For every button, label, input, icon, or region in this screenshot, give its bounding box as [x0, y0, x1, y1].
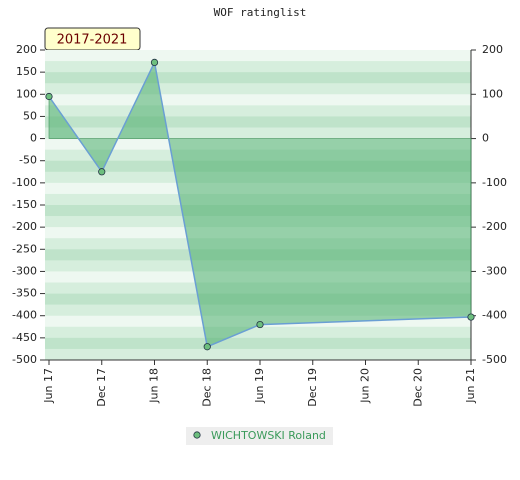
- x-tick-label: Dec 17: [95, 368, 108, 407]
- y-tick-label: 50: [23, 109, 37, 122]
- legend-marker: [193, 431, 201, 439]
- badge: 2017-2021: [57, 33, 128, 48]
- y-tick-label: -250: [12, 242, 37, 255]
- point: [45, 92, 53, 101]
- point: [256, 320, 264, 329]
- point: [203, 343, 211, 351]
- y2-tick-label: -300: [482, 264, 507, 277]
- stripe: [45, 50, 471, 62]
- stripe: [45, 127, 471, 139]
- y2-tick-label: -100: [482, 176, 507, 189]
- y-tick-label: 150: [16, 65, 37, 78]
- point: [467, 313, 475, 321]
- x-tick-label: Jun 20: [359, 368, 372, 404]
- y-tick-label: 200: [16, 43, 37, 56]
- stripe: [45, 326, 471, 339]
- x-tick-label: Jun 17: [42, 368, 55, 404]
- stripe: [45, 116, 471, 128]
- stripe: [45, 348, 471, 361]
- x-tick-label: Jun 21: [464, 368, 477, 404]
- y-tick-label: -200: [12, 220, 37, 233]
- x-tick-label: Dec 20: [411, 368, 424, 407]
- line: [48, 60, 472, 348]
- stripe: [45, 94, 471, 106]
- stripe: [45, 337, 471, 350]
- y-tick-label: -50: [19, 154, 37, 167]
- point: [150, 58, 159, 67]
- y2-tick-label: -400: [482, 309, 507, 322]
- y2-tick-label: 100: [482, 87, 503, 100]
- y-tick-label: -100: [12, 176, 37, 189]
- y2-tick-label: 200: [482, 43, 503, 56]
- y-tick-label: -500: [12, 353, 37, 366]
- legend-label: WICHTOWSKI Roland: [211, 429, 326, 442]
- y-tick-label: -150: [12, 198, 37, 211]
- y2-tick-label: -500: [482, 353, 507, 366]
- x-tick-label: Jun 19: [253, 368, 266, 404]
- x-tick-label: Dec 19: [306, 368, 319, 407]
- y-tick-label: -450: [12, 331, 37, 344]
- chart-title: WOF ratinglist: [214, 6, 307, 19]
- stripe: [45, 72, 471, 84]
- y2-tick-label: 0: [482, 132, 489, 145]
- stripe: [45, 105, 471, 117]
- legend-box: [186, 427, 333, 445]
- y-tick-label: 0: [30, 132, 37, 145]
- y-tick-label: -300: [12, 264, 37, 277]
- x-tick-label: Jun 18: [148, 368, 161, 404]
- y-tick-label: -400: [12, 309, 37, 322]
- y-tick-label: -350: [12, 287, 37, 300]
- y2-tick-label: -200: [482, 220, 507, 233]
- stripe: [45, 83, 471, 95]
- y-tick-label: 100: [16, 87, 37, 100]
- stripe: [45, 61, 471, 73]
- point: [98, 168, 106, 176]
- x-tick-label: Dec 18: [200, 368, 213, 407]
